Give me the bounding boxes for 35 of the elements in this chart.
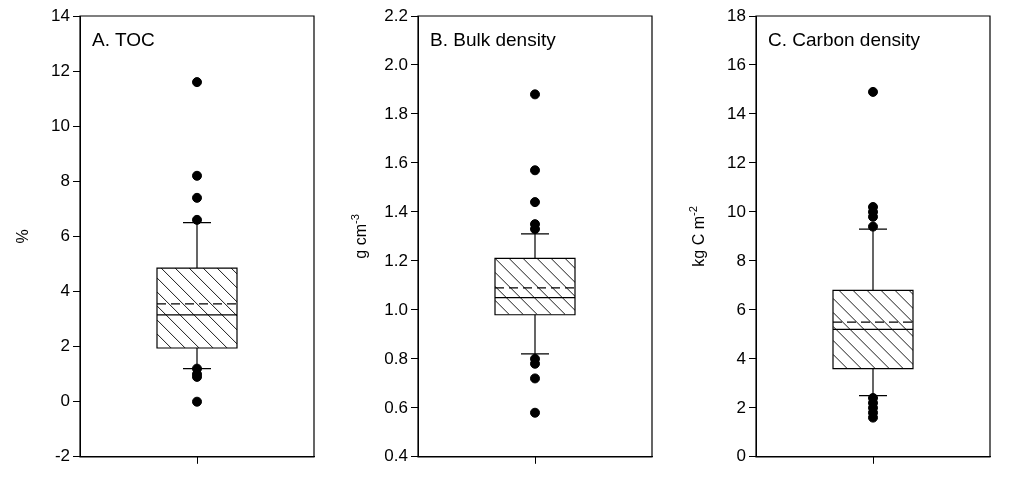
text: C. Carbon density: [768, 29, 921, 50]
y-axis-title: kg C m-2: [686, 206, 707, 267]
y-tick-label: 2: [60, 336, 70, 356]
y-tick-label: 0.6: [384, 397, 408, 417]
y-tick-label: 2: [736, 397, 746, 417]
y-tick-label: 0: [60, 391, 70, 411]
text: B. Bulk density: [430, 29, 557, 50]
y-tick-label: 8: [736, 250, 746, 270]
y-axis-title: g cm-3: [348, 214, 369, 259]
y-tick-label: 2.2: [384, 5, 408, 25]
y-tick-label: 1.2: [384, 250, 408, 270]
y-tick-label: 1.0: [384, 299, 408, 319]
y-tick-label: 16: [727, 54, 746, 74]
y-tick-label: -2: [54, 446, 70, 466]
y-tick-label: 0.4: [384, 446, 408, 466]
y-tick-label: 12: [51, 60, 70, 80]
y-tick-label: 10: [51, 115, 70, 135]
y-tick-label: 0: [736, 446, 746, 466]
y-tick-label: 14: [51, 5, 70, 25]
y-tick-label: 4: [60, 281, 70, 301]
y-tick-label: 6: [736, 299, 746, 319]
y-tick-label: 2.0: [384, 54, 408, 74]
y-tick-label: 0.8: [384, 348, 408, 368]
y-tick-label: 1.8: [384, 103, 408, 123]
y-tick-label: 1.6: [384, 152, 408, 172]
y-tick-label: 10: [727, 201, 746, 221]
y-tick-label: 4: [736, 348, 746, 368]
y-tick-label: 6: [60, 226, 70, 246]
y-tick-label: 12: [727, 152, 746, 172]
text: A. TOC: [92, 29, 155, 50]
y-tick-label: 18: [727, 5, 746, 25]
y-tick-label: 1.4: [384, 201, 408, 221]
y-tick-label: 14: [727, 103, 746, 123]
y-tick-label: 8: [60, 170, 70, 190]
y-axis-title: %: [14, 229, 31, 244]
